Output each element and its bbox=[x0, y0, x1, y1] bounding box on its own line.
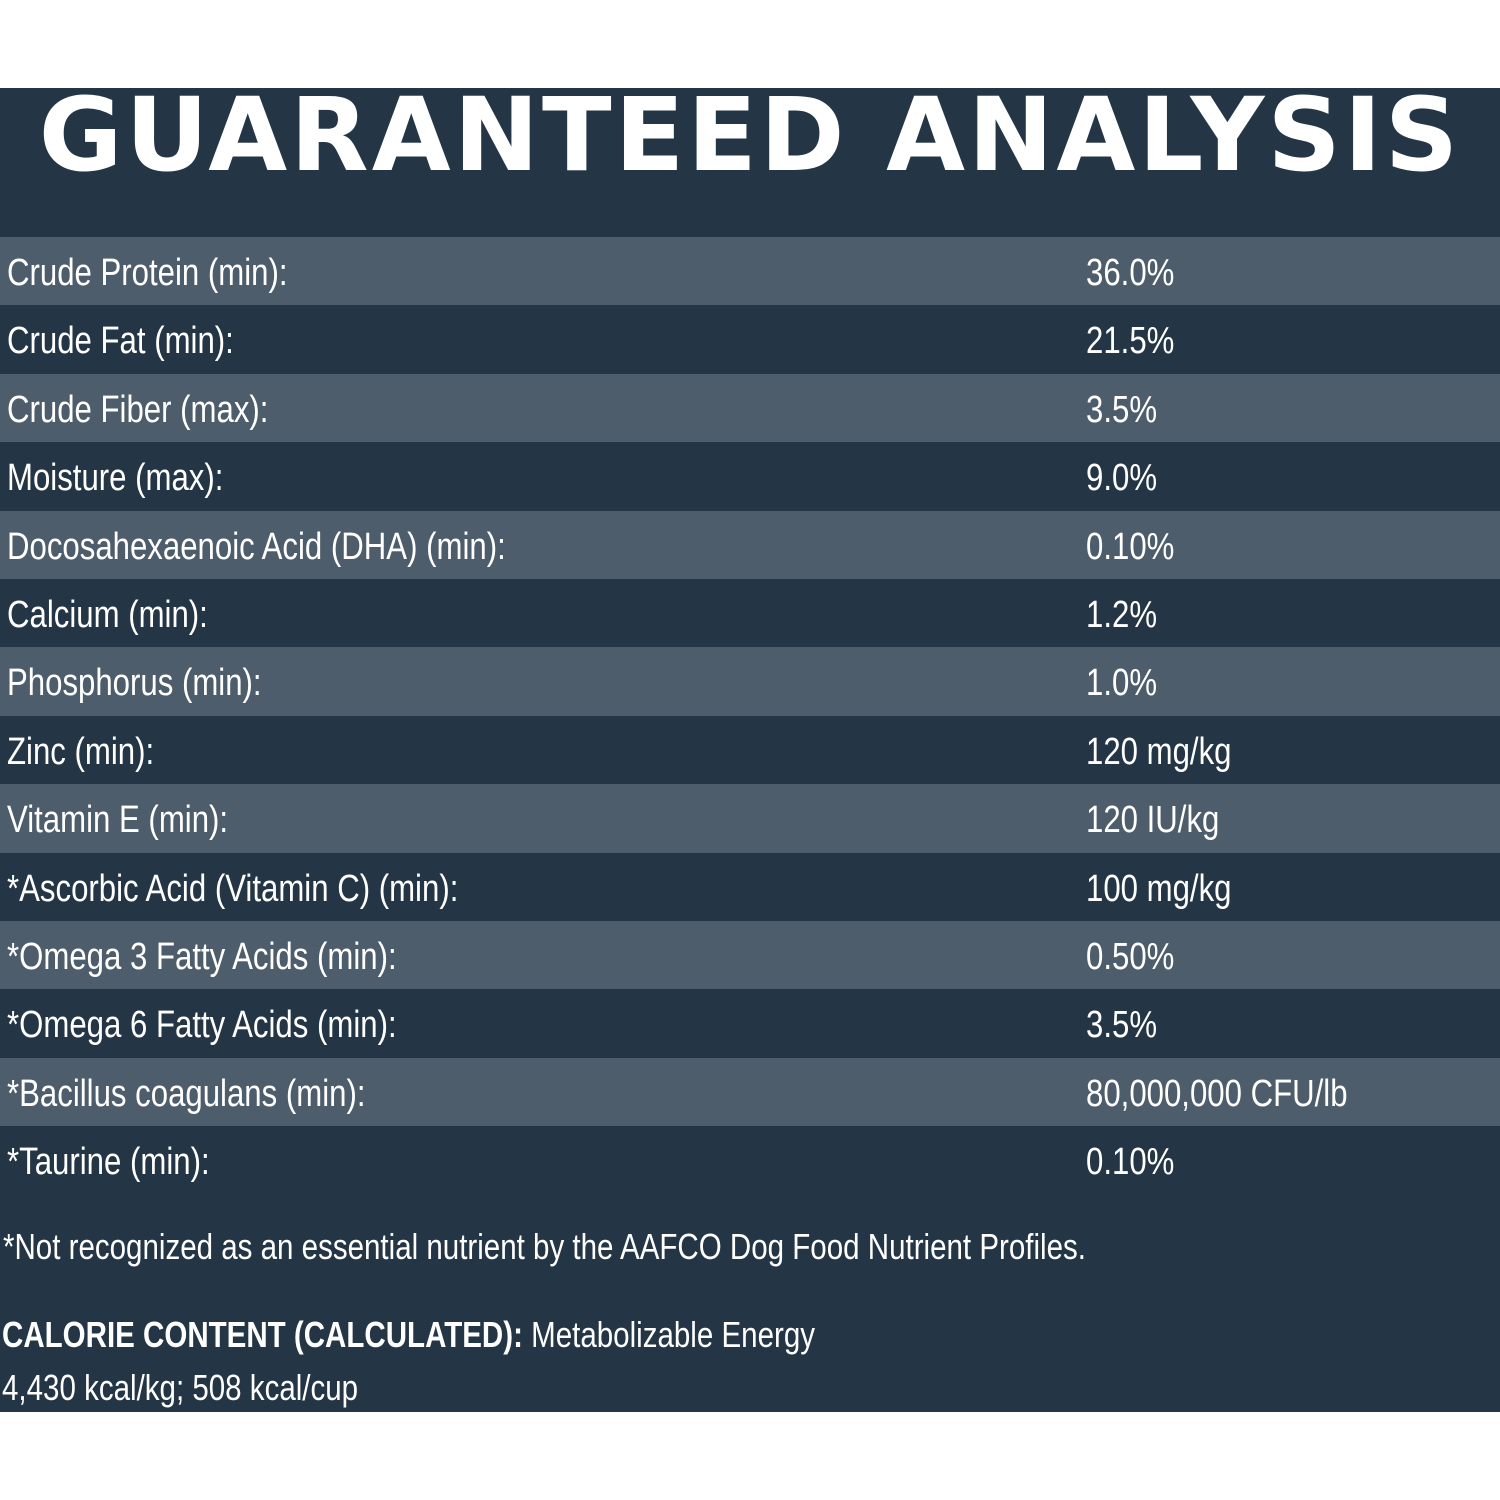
table-row: Vitamin E (min): 120 IU/kg bbox=[0, 784, 1500, 853]
nutrient-value: 1.2% bbox=[1086, 593, 1158, 636]
nutrient-label: Crude Fiber (max): bbox=[7, 388, 269, 431]
nutrient-value: 100 mg/kg bbox=[1086, 867, 1232, 910]
nutrient-label: *Omega 3 Fatty Acids (min): bbox=[7, 935, 397, 978]
nutrient-label: Crude Fat (min): bbox=[7, 320, 234, 363]
nutrient-label: Moisture (max): bbox=[7, 457, 224, 500]
nutrient-label: Crude Protein (min): bbox=[7, 252, 288, 294]
nutrient-label: Calcium (min): bbox=[7, 593, 208, 636]
analysis-panel bbox=[0, 88, 1500, 1412]
nutrient-value: 3.5% bbox=[1086, 1004, 1158, 1047]
nutrient-value: 36.0% bbox=[1086, 252, 1175, 294]
table-row: Crude Fiber (max): 3.5% bbox=[0, 373, 1500, 443]
nutrient-label: Phosphorus (min): bbox=[7, 662, 262, 705]
table-row: *Omega 6 Fatty Acids (min): 3.5% bbox=[0, 989, 1500, 1057]
nutrient-value: 0.50% bbox=[1086, 935, 1175, 978]
nutrient-value: 9.0% bbox=[1086, 457, 1158, 500]
table-row: Crude Fat (min): 21.5% bbox=[0, 305, 1500, 373]
table-row: Moisture (max): 9.0% bbox=[0, 442, 1500, 510]
table-row: *Ascorbic Acid (Vitamin C) (min): 100 mg… bbox=[0, 853, 1500, 921]
nutrient-label: *Bacillus coagulans (min): bbox=[7, 1072, 366, 1115]
table-row: Calcium (min): 1.2% bbox=[0, 579, 1500, 647]
nutrient-label: *Taurine (min): bbox=[7, 1141, 210, 1184]
calorie-text: Metabolizable Energy bbox=[522, 1314, 816, 1355]
nutrient-label: Vitamin E (min): bbox=[7, 799, 229, 842]
table-row: *Omega 3 Fatty Acids (min): 0.50% bbox=[0, 920, 1500, 990]
nutrient-label: *Omega 6 Fatty Acids (min): bbox=[7, 1004, 397, 1047]
nutrient-value: 3.5% bbox=[1086, 388, 1158, 431]
table-row: *Taurine (min): 0.10% bbox=[0, 1126, 1500, 1194]
nutrient-label: *Ascorbic Acid (Vitamin C) (min): bbox=[7, 867, 459, 910]
nutrient-value: 0.10% bbox=[1086, 525, 1175, 568]
nutrient-label: Docosahexaenoic Acid (DHA) (min): bbox=[7, 525, 506, 568]
nutrient-value: 1.0% bbox=[1086, 662, 1158, 705]
nutrient-value: 21.5% bbox=[1086, 320, 1175, 363]
table-row: Docosahexaenoic Acid (DHA) (min): 0.10% bbox=[0, 510, 1500, 579]
calorie-line: CALORIE CONTENT (CALCULATED): Metaboliza… bbox=[2, 1308, 815, 1361]
table-row: Crude Protein (min): 36.0% bbox=[0, 237, 1500, 306]
nutrient-value: 80,000,000 CFU/lb bbox=[1086, 1072, 1348, 1115]
nutrient-label: Zinc (min): bbox=[7, 730, 155, 773]
nutrient-value: 120 IU/kg bbox=[1086, 799, 1220, 842]
analysis-table: Crude Protein (min): 36.0% Crude Fat (mi… bbox=[0, 237, 1500, 1194]
nutrient-value: 0.10% bbox=[1086, 1141, 1175, 1184]
nutrient-value: 120 mg/kg bbox=[1086, 730, 1232, 773]
calorie-content: CALORIE CONTENT (CALCULATED): Metaboliza… bbox=[2, 1308, 815, 1414]
table-row: Phosphorus (min): 1.0% bbox=[0, 647, 1500, 716]
calorie-heading: CALORIE CONTENT (CALCULATED): bbox=[2, 1314, 523, 1355]
table-row: Zinc (min): 120 mg/kg bbox=[0, 716, 1500, 784]
table-row: *Bacillus coagulans (min): 80,000,000 CF… bbox=[0, 1057, 1500, 1127]
calorie-values: 4,430 kcal/kg; 508 kcal/cup bbox=[2, 1367, 359, 1408]
page-title: GUARANTEED ANALYSIS bbox=[38, 76, 1462, 195]
footnote: *Not recognized as an essential nutrient… bbox=[3, 1226, 1086, 1267]
